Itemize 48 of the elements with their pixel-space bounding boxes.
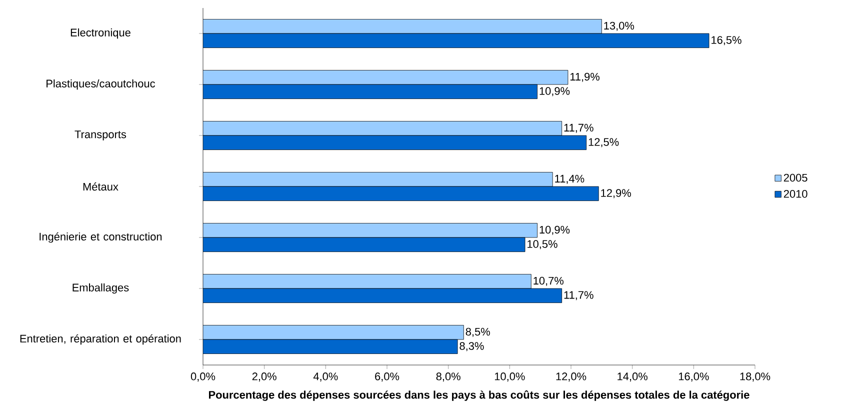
bar <box>203 33 710 48</box>
y-tick-label: Emballages <box>72 283 129 294</box>
x-tick-label: 10,0% <box>494 372 525 382</box>
x-tick-label: 0,0% <box>190 372 216 382</box>
data-label: 11,7% <box>564 124 594 133</box>
data-label: 11,4% <box>555 174 584 184</box>
bar <box>203 70 568 85</box>
y-tick-label: Ingénierie et construction <box>40 232 162 243</box>
x-tick-label: 14,0% <box>618 372 648 382</box>
data-label: 10,9% <box>540 87 570 96</box>
x-tick-label: 8,0% <box>436 372 460 382</box>
x-tick-label: 4,0% <box>313 372 338 382</box>
bar <box>203 274 532 289</box>
data-label: 11,9% <box>570 72 600 82</box>
bar <box>203 135 587 150</box>
bar <box>203 186 599 201</box>
bar <box>203 172 553 187</box>
data-label: 8,3% <box>460 342 484 352</box>
y-tick-label: Entretien, réparation et opération <box>20 334 181 345</box>
bar <box>203 84 538 99</box>
x-tick-label: 12,0% <box>556 372 586 382</box>
data-label: 11,7% <box>564 291 594 300</box>
data-label: 10,5% <box>528 240 558 250</box>
y-tick-label: Electronique <box>70 28 130 39</box>
x-tick-label: 16,0% <box>678 372 709 382</box>
data-label: 10,7% <box>534 276 564 286</box>
data-label: 12,9% <box>601 189 631 198</box>
data-label: 8,5% <box>466 328 490 337</box>
legend-label: 2010 <box>784 190 808 198</box>
bar <box>203 19 602 34</box>
data-label: 12,5% <box>588 138 619 148</box>
y-tick-label: Métaux <box>83 182 118 191</box>
data-label: 16,5% <box>712 36 742 46</box>
data-label: 13,0% <box>604 22 634 31</box>
bar <box>203 223 538 238</box>
data-label: 10,9% <box>540 226 570 235</box>
x-tick-label: 2,0% <box>252 372 276 382</box>
y-tick-label: Transports <box>74 130 126 140</box>
bar <box>203 339 458 354</box>
bar <box>203 121 562 136</box>
x-axis-title: Pourcentage des dépenses sourcées dans les pays à bas coûts sur les dépenses totales de la catégorie <box>208 390 750 401</box>
x-tick-label: 18,0% <box>740 372 770 382</box>
x-tick-label: 6,0% <box>375 372 400 382</box>
y-tick-label: Plastiques/caoutchouc <box>46 79 155 90</box>
bar <box>203 237 526 252</box>
bar <box>203 325 464 340</box>
bar <box>203 288 562 303</box>
legend-label: 2005 <box>784 174 808 182</box>
